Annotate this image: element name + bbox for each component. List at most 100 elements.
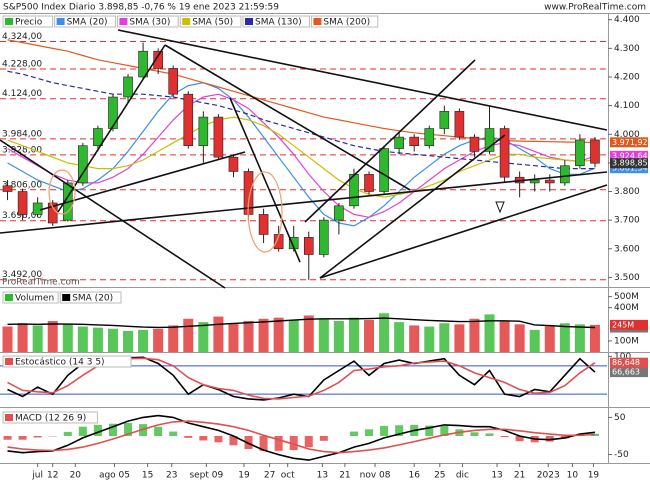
histogram-bar: [78, 426, 87, 436]
histogram-bar: [425, 425, 434, 436]
candle-body: [228, 156, 239, 172]
volume-bar: [559, 323, 570, 352]
y-tick-label: 4.000: [614, 130, 640, 140]
line: [7, 82, 596, 227]
volume-bar: [228, 323, 239, 352]
candle-body: [590, 139, 600, 164]
histogram-bar: [214, 436, 223, 443]
candle-body: [454, 111, 465, 138]
histogram-bar: [154, 426, 163, 436]
level-label: 4.324,00: [2, 32, 42, 42]
legend-item: [242, 15, 310, 28]
histogram-bar: [274, 436, 283, 451]
x-tick-label: oct: [281, 471, 295, 481]
last-value-label: 3.971,92: [612, 138, 648, 147]
legend-label: SMA (200): [323, 18, 370, 28]
y-tick-label: 3.700: [614, 216, 640, 226]
legend-swatch: [119, 18, 128, 25]
last-value-box: [610, 137, 648, 148]
x-tick-label: 27: [264, 471, 275, 481]
candle-body: [544, 179, 555, 184]
level-label: 4.124,00: [2, 89, 42, 99]
volume-bar: [17, 323, 28, 352]
x-tick-label: dic: [456, 471, 469, 481]
candle-body: [575, 139, 585, 167]
x-tick-label: nov 08: [360, 471, 391, 481]
line: [7, 420, 596, 454]
y-tick-label: 3.500: [614, 273, 640, 283]
volume-bar: [318, 318, 329, 352]
site: www.ProRealTime.com: [544, 3, 646, 13]
histogram-bar: [184, 436, 193, 438]
legend-item: [54, 15, 116, 28]
x-tick-label: 20: [70, 471, 82, 481]
candle-body: [78, 145, 88, 184]
histogram-bar: [440, 425, 449, 436]
histogram-bar: [3, 436, 12, 440]
volume-bar: [273, 317, 284, 352]
volume-bar: [514, 324, 525, 352]
y-tick-label: 4.400: [614, 15, 640, 25]
trendlines: [0, 29, 608, 289]
candle-body: [93, 128, 103, 147]
volume-bar: [32, 325, 43, 352]
legend-swatch: [182, 18, 191, 25]
candle-body: [213, 116, 224, 158]
line: [7, 317, 596, 329]
volume-bar: [409, 325, 420, 352]
histogram-bar: [304, 436, 313, 448]
level-label: 4.228,00: [2, 59, 42, 69]
volume-bar: [198, 322, 209, 352]
legend-label: Precio: [15, 18, 43, 28]
candle-body: [529, 179, 540, 184]
histogram-bar: [545, 436, 554, 442]
legend-swatch: [5, 294, 13, 301]
line: [7, 93, 596, 218]
y-tick-label: 3.800: [614, 187, 640, 197]
chart-title: S&P500 Index Diario 3.898,85 -0,76 % 19 …: [3, 3, 279, 13]
y-tick-label: 100M: [614, 336, 639, 346]
legend-label: MACD (12 26 9): [15, 414, 86, 424]
volume-bar: [333, 321, 344, 352]
candle-body: [364, 174, 374, 192]
candle-body: [469, 136, 480, 152]
candle-body: [409, 136, 420, 147]
legend-item: [310, 15, 379, 28]
last-value-label: 86,648: [612, 358, 640, 367]
histogram-bar: [515, 436, 524, 442]
legend-label: Volumen: [15, 294, 54, 304]
legend-item: [179, 15, 242, 28]
last-value-box: [610, 150, 648, 161]
x-tick-label: jul: [31, 471, 43, 481]
x-tick-label: 21: [339, 471, 350, 481]
legend-swatch: [313, 18, 322, 25]
histogram-bar: [500, 436, 509, 438]
volume-bar: [123, 330, 134, 352]
marks: 3.5003.6003.7003.8003.9004.0004.1004.200…: [0, 15, 648, 481]
volume-bar: [379, 313, 390, 352]
candle-body: [394, 136, 404, 149]
last-value-label: 66,663: [612, 368, 640, 377]
volume-bar: [138, 329, 149, 352]
volume-bar: [484, 314, 495, 352]
legend-item: [59, 291, 122, 304]
last-value-label: 3.924,64: [612, 151, 648, 160]
volume-bar: [574, 324, 585, 352]
candle-body: [198, 116, 209, 147]
y-tick-label: 100: [614, 352, 631, 362]
histogram-bar: [349, 431, 358, 436]
volume-bar: [529, 329, 540, 352]
histogram-bar: [485, 433, 494, 436]
x-tick-label: 15: [142, 471, 153, 481]
volume-bar: [439, 323, 450, 352]
histogram-bar: [93, 424, 102, 436]
volume-bar: [47, 321, 58, 352]
y-tick-label: 3.600: [614, 244, 640, 254]
legend-swatch: [56, 18, 65, 25]
volume-bar: [77, 326, 88, 352]
candle-body: [439, 111, 450, 129]
x-tick-label: ago 05: [99, 471, 130, 481]
watermark: ProRealTime.com: [2, 278, 80, 288]
level-label: 3.492,00: [2, 270, 42, 280]
x-tick-label: sept 09: [189, 471, 223, 481]
